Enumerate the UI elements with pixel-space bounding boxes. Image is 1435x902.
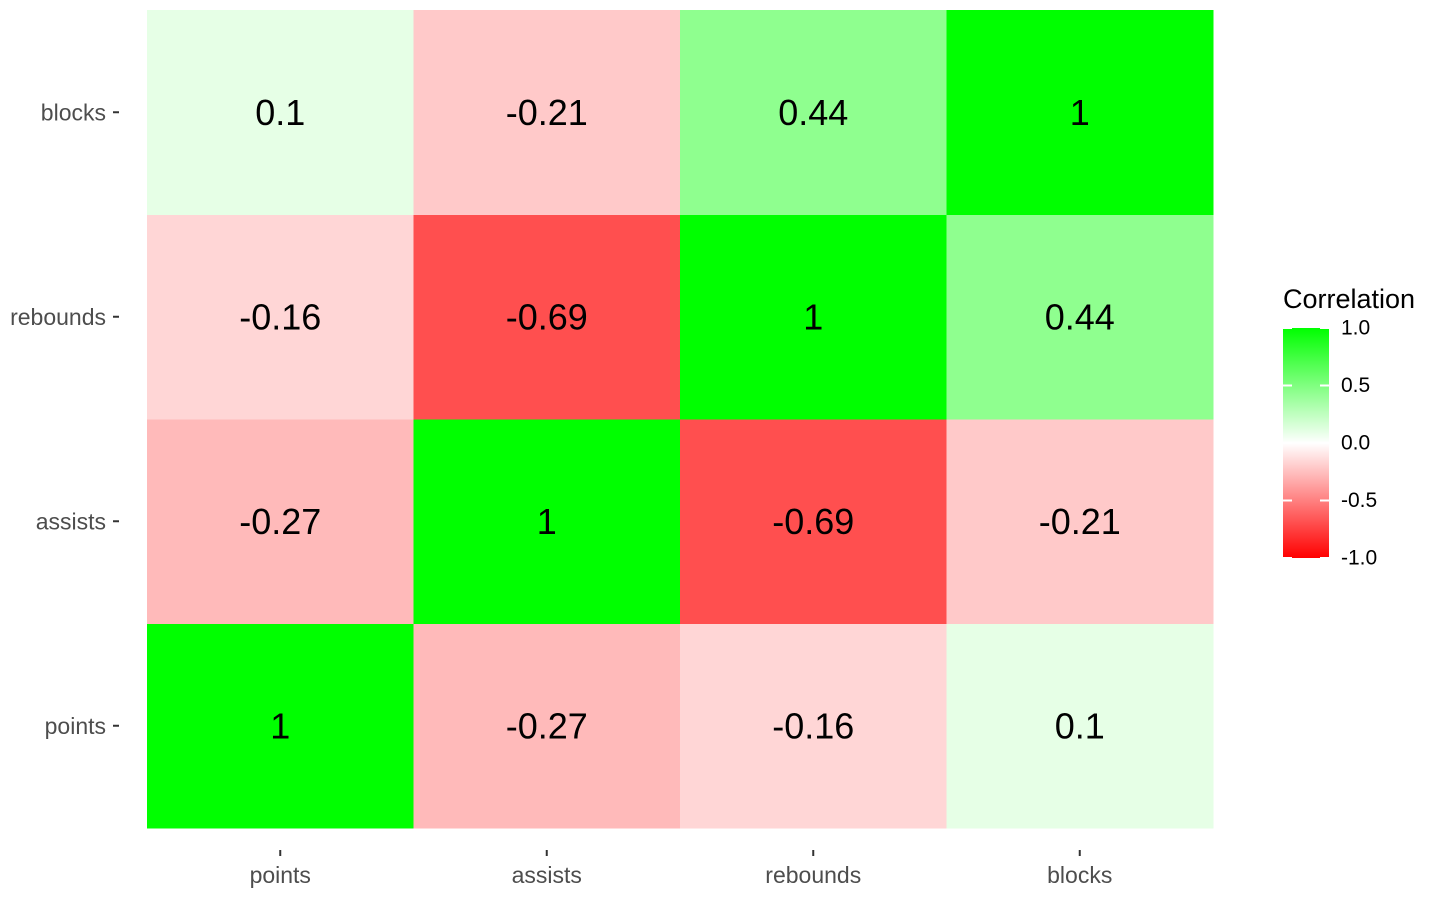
heatmap-cell-blocks-rebounds	[680, 10, 947, 215]
heatmap-cell-assists-points	[147, 419, 414, 624]
x-axis: points assists rebounds blocks	[250, 850, 1112, 888]
cell-value-label: 0.44	[1045, 296, 1115, 337]
cell-value-label: -0.21	[1039, 501, 1121, 542]
heatmap-cell-assists-rebounds	[680, 419, 947, 624]
heatmap-cell-points-points	[147, 623, 414, 829]
x-tick-label-rebounds: rebounds	[765, 862, 861, 888]
x-tick-label-blocks: blocks	[1047, 862, 1112, 888]
cell-value-label: -0.16	[772, 705, 854, 746]
cell-value-label: 1	[803, 296, 823, 337]
cell-value-label: 1	[537, 501, 557, 542]
heatmap-cell-blocks-points	[147, 10, 414, 215]
heatmap-cell-assists-assists	[413, 419, 681, 624]
heatmap-cell-blocks-assists	[413, 10, 681, 215]
legend-ticks: 1.0 0.5 0.0 -0.5 -1.0	[1283, 317, 1377, 570]
legend-tick-label: -0.5	[1341, 489, 1377, 512]
cell-value-label: -0.27	[506, 705, 588, 746]
heatmap-cell-rebounds-rebounds	[680, 214, 947, 420]
x-tick-label-points: points	[250, 862, 311, 888]
cell-value-label: -0.16	[239, 296, 321, 337]
heatmap-cell-assists-blocks	[946, 419, 1214, 624]
color-legend: Correlation 1.0 0.5 0.0 -0.5 -1.0	[1283, 284, 1415, 570]
heatmap-cell-rebounds-assists	[413, 214, 681, 420]
legend-tick-label: 0.0	[1341, 432, 1370, 455]
cell-value-label: 1	[1070, 92, 1090, 133]
heatmap-cell-blocks-blocks	[946, 10, 1214, 215]
y-tick-label-points: points	[45, 713, 106, 739]
cell-value-label: 0.1	[1055, 705, 1105, 746]
heatmap-cells	[147, 10, 1214, 829]
heatmap-cell-labels: 1 -0.27 -0.16 0.1 -0.27 1 -0.69 -0.21 -0.16 -0.69…	[239, 92, 1121, 747]
y-tick-label-rebounds: rebounds	[10, 304, 106, 330]
heatmap-cell-points-rebounds	[680, 623, 947, 829]
cell-value-label: -0.27	[239, 501, 321, 542]
heatmap-cell-rebounds-points	[147, 214, 414, 420]
cell-value-label: -0.69	[772, 501, 854, 542]
cell-value-label: 0.44	[778, 92, 848, 133]
legend-tick-label: 1.0	[1341, 317, 1370, 340]
y-tick-label-blocks: blocks	[41, 99, 106, 125]
y-tick-label-assists: assists	[36, 508, 106, 534]
cell-value-label: 1	[270, 705, 290, 746]
heatmap-cell-points-blocks	[946, 623, 1214, 829]
legend-tick-label: 0.5	[1341, 374, 1370, 397]
heatmap-cell-rebounds-blocks	[946, 214, 1214, 420]
legend-tick-label: -1.0	[1341, 547, 1377, 570]
legend-title: Correlation	[1283, 284, 1415, 314]
y-axis: points assists rebounds blocks	[10, 99, 119, 739]
cell-value-label: -0.69	[506, 296, 588, 337]
x-tick-label-assists: assists	[512, 862, 582, 888]
cell-value-label: -0.21	[506, 92, 588, 133]
cell-value-label: 0.1	[255, 92, 305, 133]
heatmap-cell-points-assists	[413, 623, 681, 829]
